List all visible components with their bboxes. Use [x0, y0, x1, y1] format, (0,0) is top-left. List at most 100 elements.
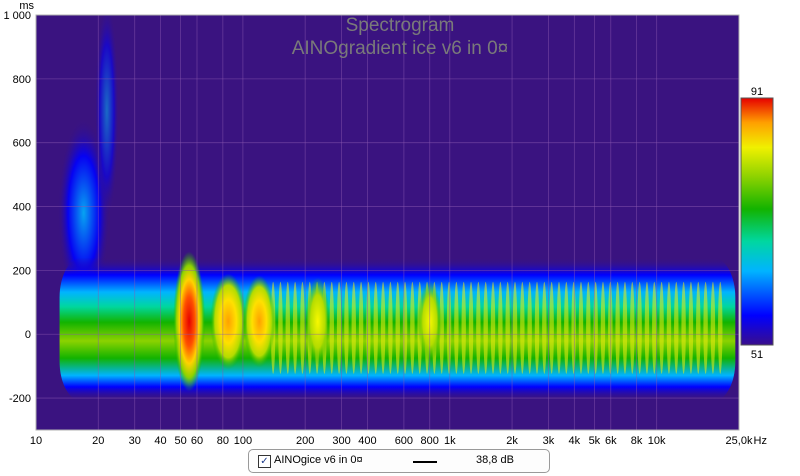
resonance-streak	[300, 281, 305, 374]
legend-value: 38,8 dB	[476, 454, 514, 466]
y-axis-unit: ms	[19, 0, 34, 12]
resonance-streak	[534, 281, 540, 374]
y-tick-label: 1 000	[3, 10, 31, 22]
resonance-streak	[336, 281, 342, 374]
resonance-streak	[373, 281, 378, 374]
x-tick-label: 8k	[631, 435, 643, 447]
resonance-streak	[505, 281, 510, 374]
x-tick-label: 4k	[569, 435, 581, 447]
x-tick-label: 6k	[605, 435, 617, 447]
resonance-streak	[542, 281, 547, 374]
resonance-streak	[688, 281, 694, 374]
x-tick-label: 2k	[506, 435, 518, 447]
x-tick-label: 100	[234, 435, 252, 447]
x-tick-label: 400	[358, 435, 376, 447]
resonance-streak	[395, 281, 400, 374]
colorbar-gradient	[740, 97, 774, 346]
resonance-streak	[351, 281, 356, 374]
legend-line-swatch	[413, 461, 437, 463]
x-tick-label: 60	[191, 435, 203, 447]
resonance-streak	[490, 281, 496, 374]
resonance-streak	[476, 281, 481, 374]
resonance-streak	[446, 281, 452, 374]
resonance-streak	[703, 281, 708, 374]
resonance-streak	[571, 281, 576, 374]
resonance-streak	[278, 281, 283, 374]
resonance-streak	[410, 281, 415, 374]
resonance-streak	[630, 281, 635, 374]
resonance-streak	[659, 281, 664, 374]
resonance-streak	[718, 281, 723, 374]
y-tick-label: 200	[13, 265, 31, 277]
hotspot	[173, 251, 206, 392]
resonance-streak	[512, 281, 518, 374]
x-tick-label: 600	[395, 435, 413, 447]
resonance-streak	[285, 281, 290, 374]
resonance-streak	[644, 281, 650, 374]
x-tick-label: 80	[217, 435, 229, 447]
resonance-streak	[344, 281, 349, 374]
x-tick-label: 50	[174, 435, 186, 447]
resonance-streak	[600, 281, 606, 374]
x-tick-label: 10	[30, 435, 42, 447]
x-tick-label: 40	[154, 435, 166, 447]
colorbar-min-label: 51	[751, 349, 763, 361]
x-tick-label: 10k	[648, 435, 666, 447]
resonance-streak	[483, 281, 488, 374]
chart-subtitle: AINOgradient ice v6 in 0¤	[292, 38, 509, 59]
resonance-streak	[461, 281, 466, 374]
y-tick-label: 400	[13, 202, 31, 214]
x-tick-label: 300	[332, 435, 350, 447]
resonance-streak	[358, 281, 364, 374]
resonance-streak	[454, 281, 459, 374]
x-axis-unit: Hz	[754, 435, 767, 447]
chart-title: Spectrogram	[346, 15, 455, 36]
axes: 10 20 30 40 50 60 80 100 200 300 400 600 800 1k 2k 3k 4k…	[3, 10, 752, 447]
resonance-streak	[556, 281, 562, 374]
legend: ✓ AINOgice v6 in 0¤ 38,8 dB	[248, 449, 550, 473]
resonance-streak	[388, 281, 393, 374]
y-tick-label: -200	[9, 393, 31, 405]
plot-frame	[35, 14, 740, 431]
hotspot	[243, 275, 276, 368]
y-tick-label: 0	[25, 329, 31, 341]
resonance-streak	[608, 281, 613, 374]
resonance-streak	[527, 281, 532, 374]
resonance-streak	[520, 281, 525, 374]
resonance-streak	[329, 281, 334, 374]
hotspot	[305, 277, 330, 366]
x-tick-label: 20	[92, 435, 104, 447]
resonance-streak	[710, 281, 716, 374]
grid	[35, 14, 740, 430]
resonance-streak	[292, 281, 298, 374]
resonance-streak	[380, 281, 386, 374]
y-tick-label: 800	[13, 74, 31, 86]
resonance-streak	[366, 281, 371, 374]
colorbar-max-label: 91	[751, 86, 763, 98]
resonance-streak	[696, 281, 701, 374]
resonance-streak	[615, 281, 620, 374]
x-tick-label: 1k	[444, 435, 456, 447]
resonance-streak	[666, 281, 672, 374]
resonance-streak	[578, 281, 584, 374]
plot-area	[36, 15, 739, 430]
legend-checkbox[interactable]: ✓	[258, 455, 271, 468]
resonance-streak	[549, 281, 554, 374]
colorbar: 91 51	[740, 86, 774, 361]
x-tick-label: 200	[296, 435, 314, 447]
resonance-streak	[498, 281, 503, 374]
x-tick-label: 30	[129, 435, 141, 447]
resonance-streak	[637, 281, 642, 374]
y-tick-label: 600	[13, 138, 31, 150]
resonance-streak	[674, 281, 679, 374]
resonance-streak	[586, 281, 591, 374]
legend-label: AINOgice v6 in 0¤	[274, 454, 363, 466]
resonance-streak	[622, 281, 628, 374]
x-tick-label: 5k	[589, 435, 601, 447]
x-tick-label: 3k	[543, 435, 555, 447]
x-tick-label: 25,0k	[726, 435, 753, 447]
x-tick-label: 800	[421, 435, 439, 447]
low-frequency-plume-upper	[94, 15, 119, 221]
hotspot	[210, 273, 247, 370]
